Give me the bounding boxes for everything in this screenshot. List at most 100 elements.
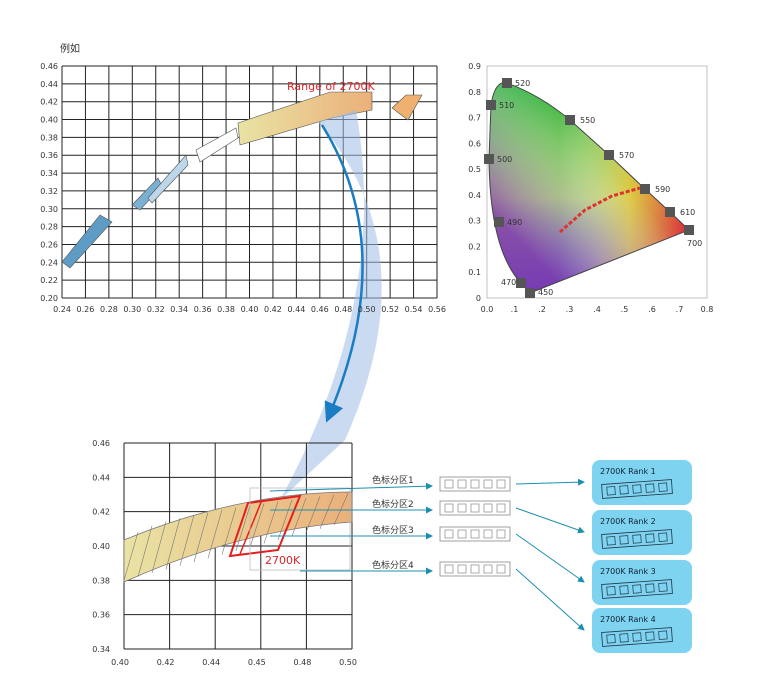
led	[483, 529, 493, 539]
y-tick-label: 0.40	[40, 116, 58, 125]
x-tick-label: 0.38	[217, 305, 235, 314]
led	[632, 632, 642, 642]
y-tick-label: 0.9	[468, 62, 481, 71]
x-tick-label: 0.45	[248, 658, 266, 667]
led	[606, 536, 616, 546]
x-tick-label: 0.40	[111, 658, 129, 667]
wavelength-label: 500	[497, 155, 512, 164]
led	[496, 529, 506, 539]
x-tick-label: 0.54	[405, 305, 423, 314]
led	[470, 479, 480, 489]
y-tick-label: 0.3	[468, 217, 481, 226]
x-tick-label: 0.0	[481, 305, 494, 314]
y-tick-label: 0.42	[92, 508, 110, 517]
x-tick-label: .3	[566, 305, 574, 314]
y-tick-label: 0.22	[40, 276, 58, 285]
y-tick-label: 0.36	[40, 151, 58, 160]
led	[483, 503, 493, 513]
x-tick-label: 0.56	[428, 305, 446, 314]
bin-label: 色标分区1	[372, 474, 414, 486]
led	[496, 503, 506, 513]
x-tick-label: 0.32	[147, 305, 165, 314]
rank-label: 2700K Rank 1	[600, 467, 656, 476]
rank-strip	[601, 479, 673, 499]
x-tick-label: .4	[593, 305, 601, 314]
rank-strip	[601, 627, 673, 647]
led	[470, 564, 480, 574]
x-tick-label: 0.30	[123, 305, 141, 314]
wavelength-label: 490	[507, 218, 522, 227]
wavelength-marker	[565, 115, 575, 125]
led	[606, 486, 616, 496]
led	[632, 584, 642, 594]
y-tick-label: 0.38	[92, 576, 110, 585]
x-tick-label: 0.28	[100, 305, 118, 314]
led	[645, 631, 655, 641]
y-tick-label: 0.24	[40, 258, 58, 267]
rank-arrow	[515, 568, 585, 631]
x-tick-label: 0.44	[202, 658, 220, 667]
y-tick-label: 0.32	[40, 187, 58, 196]
rank-label: 2700K Rank 3	[600, 567, 656, 576]
x-tick-label: .6	[648, 305, 656, 314]
wavelength-marker	[484, 154, 494, 164]
rank-strip	[601, 529, 673, 549]
y-tick-label: 0.4	[468, 191, 481, 200]
y-tick-label: 0.2	[468, 242, 481, 251]
x-tick-label: 0.48	[334, 305, 352, 314]
led	[483, 479, 493, 489]
led	[606, 586, 616, 596]
rank-strip	[601, 579, 673, 599]
cie-gamut	[488, 82, 690, 294]
x-tick-label: 0.46	[311, 305, 329, 314]
led-strip	[439, 561, 511, 577]
y-tick-label: 0.6	[468, 139, 481, 148]
y-tick-label: 0.5	[468, 165, 481, 174]
x-tick-label: 0.48	[293, 658, 311, 667]
x-tick-label: 0.36	[194, 305, 212, 314]
band-stripe	[333, 493, 349, 526]
band-stripe	[235, 505, 251, 552]
led	[606, 634, 616, 644]
led	[444, 529, 454, 539]
rank-arrow	[515, 507, 585, 534]
led	[457, 503, 467, 513]
wavelength-label: 520	[515, 79, 530, 88]
bin-line	[269, 482, 433, 492]
led	[496, 479, 506, 489]
led	[483, 564, 493, 574]
y-tick-label: 0.20	[40, 294, 58, 303]
wavelength-marker	[494, 217, 504, 227]
led	[619, 535, 629, 545]
led-strip	[439, 500, 511, 516]
x-tick-label: 0.42	[264, 305, 282, 314]
bin-label: 色标分区2	[372, 498, 414, 510]
led-strip	[439, 476, 511, 492]
led	[619, 585, 629, 595]
wavelength-label: 470	[501, 278, 516, 287]
wavelength-label: 550	[580, 116, 595, 125]
band-stripe	[263, 501, 279, 544]
range-annotation: Range of 2700K	[287, 80, 375, 93]
led	[444, 564, 454, 574]
band-stripe	[137, 525, 153, 577]
rank-label: 2700K Rank 2	[600, 517, 656, 526]
band-stripe	[123, 532, 139, 581]
led	[457, 479, 467, 489]
x-tick-label: .7	[676, 305, 684, 314]
y-tick-label: 0.7	[468, 114, 481, 123]
wavelength-label: 450	[538, 288, 553, 297]
x-tick-label: .1	[511, 305, 519, 314]
wavelength-marker	[684, 225, 694, 235]
y-tick-label: 0.44	[92, 473, 110, 482]
x-tick-label: 0.50	[339, 658, 357, 667]
led	[645, 483, 655, 493]
led	[658, 630, 668, 640]
led	[632, 484, 642, 494]
bottom-annotation: 2700K	[265, 554, 301, 567]
led	[632, 534, 642, 544]
wavelength-label: 510	[499, 101, 514, 110]
wavelength-marker	[525, 288, 535, 298]
wavelength-marker	[502, 78, 512, 88]
